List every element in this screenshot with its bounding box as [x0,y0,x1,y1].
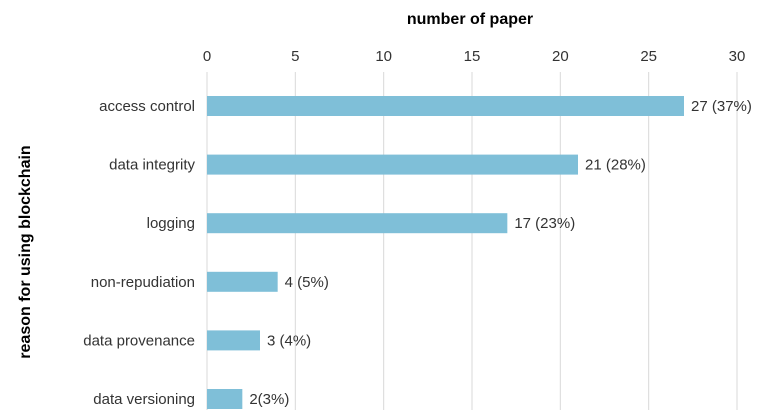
data-label: 21 (28%) [585,157,646,174]
x-tick-label: 0 [203,48,211,65]
gridlines [206,72,738,410]
x-tick-label: 30 [729,48,746,65]
y-axis-title: reason for using blockchain [17,145,34,358]
data-label: 17 (23%) [514,215,575,232]
category-labels: access control data integrity logging non-r… [83,98,195,408]
bar [207,330,260,351]
data-labels: 27 (37%) 21 (28%) 17 (23%) 4 (5%) 3 (4%) 2(3%… [249,98,752,408]
category-label: logging [147,215,195,232]
bar [207,154,578,175]
x-axis-title: number of paper [407,11,533,28]
category-label: access control [99,98,195,115]
data-label: 3 (4%) [267,332,311,349]
x-axis-ticks: 0 5 10 15 20 25 30 [203,48,746,65]
x-tick-label: 5 [291,48,299,65]
x-tick-label: 25 [640,48,657,65]
x-tick-label: 20 [552,48,569,65]
data-label: 27 (37%) [691,98,752,115]
x-tick-label: 15 [464,48,481,65]
category-label: data integrity [109,157,195,174]
category-label: data provenance [83,332,195,349]
data-label: 2(3%) [249,391,289,408]
bar [207,271,278,292]
bar [207,389,243,409]
category-label: non-repudiation [91,274,195,291]
x-tick-label: 10 [375,48,392,65]
bars [207,96,684,409]
bar [207,96,684,116]
data-label: 4 (5%) [285,274,329,291]
category-label: data versioning [93,391,195,408]
bar [207,213,508,234]
